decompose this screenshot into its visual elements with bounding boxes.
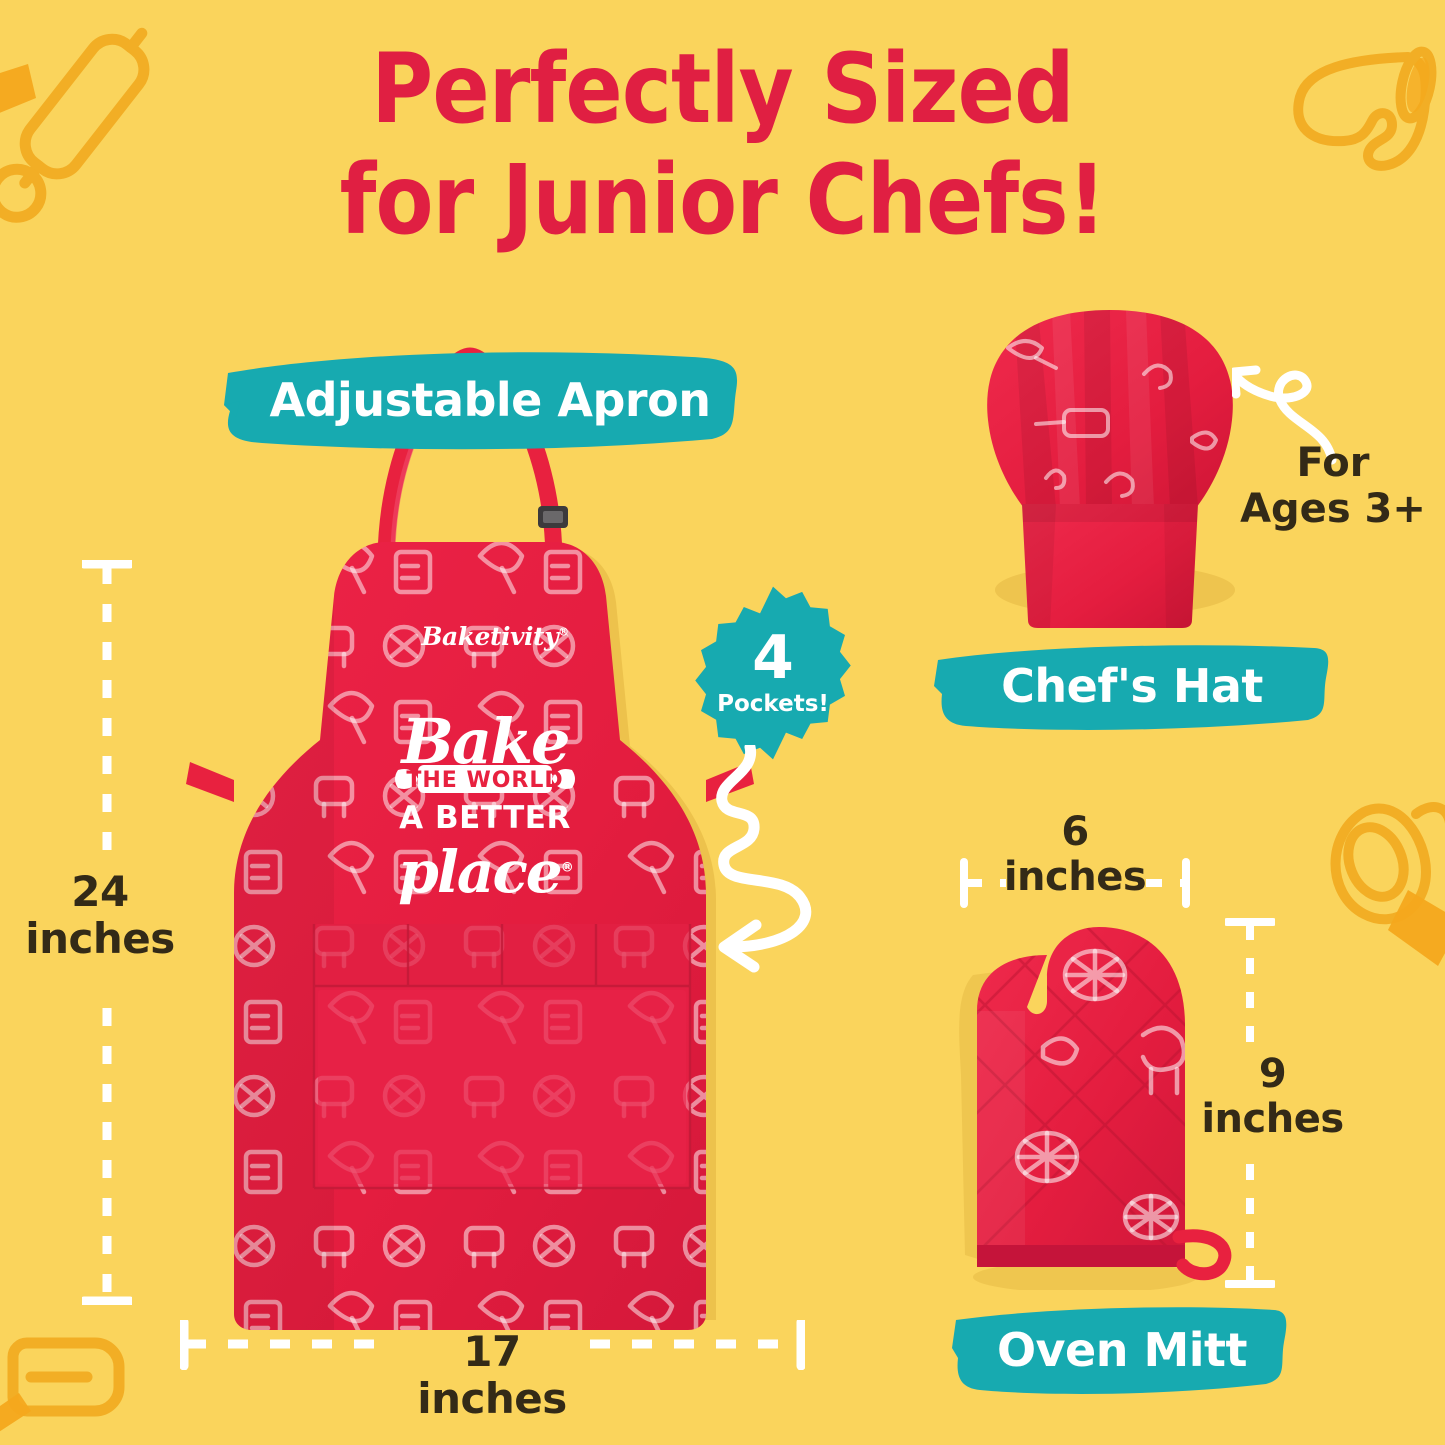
pockets-arrow-icon xyxy=(690,741,840,975)
product-oven-mitt xyxy=(955,915,1240,1293)
label-adjustable-apron: Adjustable Apron xyxy=(222,345,742,455)
label-oven-mitt: Oven Mitt xyxy=(952,1302,1292,1398)
measurement-apron-height: 24 inches xyxy=(25,867,175,964)
ages-line-1: For xyxy=(1296,440,1370,486)
ruler-apron-width xyxy=(179,1317,806,1371)
measurement-mitt-width: 6 inches xyxy=(1003,809,1147,900)
badge-for-ages: For Ages 3+ xyxy=(1238,440,1428,532)
ruler-apron-height xyxy=(79,559,135,1306)
label-chefs-hat: Chef's Hat xyxy=(932,638,1332,734)
label-oven-mitt-text: Oven Mitt xyxy=(996,1323,1248,1377)
measurement-mitt-height: 9 inches xyxy=(1201,1051,1344,1142)
ruler-mitt-width xyxy=(960,858,1190,908)
ages-line-2: Ages 3+ xyxy=(1240,486,1426,532)
product-apron xyxy=(150,310,790,1330)
badge-4-pockets: 4 Pockets! xyxy=(683,583,863,763)
ruler-mitt-height xyxy=(1223,918,1277,1288)
spatula-icon xyxy=(0,1295,165,1445)
badge-pockets-caption: Pockets! xyxy=(717,690,829,717)
headline-line-1: Perfectly Sized xyxy=(371,33,1074,145)
apron-text-a-better: A BETTER xyxy=(399,800,571,836)
product-chef-hat xyxy=(960,290,1260,630)
label-chefs-hat-text: Chef's Hat xyxy=(1001,659,1263,713)
ages-arrow-icon xyxy=(1229,356,1342,466)
measurement-apron-width: 17 inches xyxy=(417,1327,567,1424)
whisk-icon xyxy=(1330,790,1445,990)
headline-line-2: for Junior Chefs! xyxy=(339,144,1107,257)
apron-brand-logo: Baketivity® xyxy=(421,622,569,651)
page-headline: Perfectly Sized for Junior Chefs! xyxy=(87,33,1359,257)
label-adjustable-apron-text: Adjustable Apron xyxy=(269,373,711,427)
apron-text-place: place® xyxy=(398,838,573,906)
apron-text-the-world: THE WORLD xyxy=(406,768,564,793)
badge-pockets-number: 4 xyxy=(752,622,794,693)
rolling-pin-banner xyxy=(392,762,578,796)
